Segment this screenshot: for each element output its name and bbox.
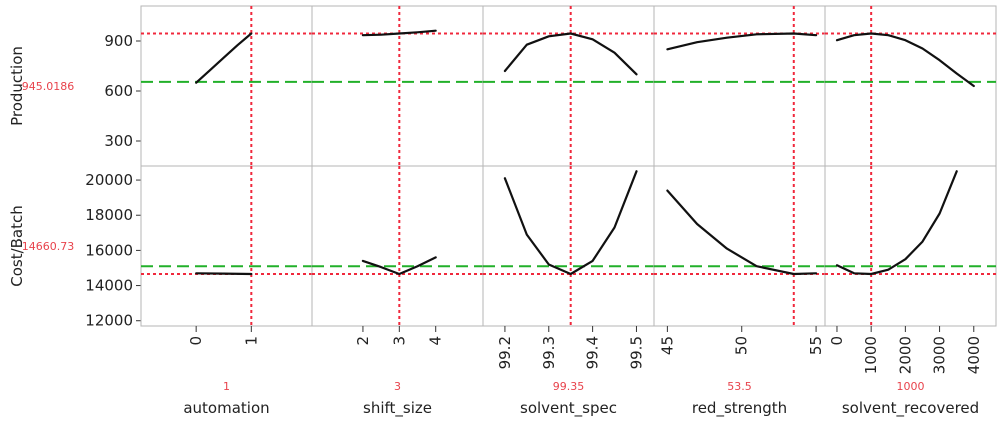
x-axis-label: automation bbox=[183, 399, 269, 417]
profile-curve bbox=[195, 272, 253, 276]
y-tick-label: 16000 bbox=[85, 241, 133, 259]
profile-curve bbox=[835, 32, 975, 88]
profile-panel bbox=[311, 5, 484, 167]
x-tick-label: 1000 bbox=[862, 336, 880, 374]
x-current-value: 99.35 bbox=[553, 380, 585, 393]
profile-curve bbox=[835, 170, 958, 276]
x-tick-label: 99.2 bbox=[496, 336, 514, 369]
profile-curve bbox=[666, 32, 818, 51]
profile-curve bbox=[666, 189, 818, 276]
x-tick-label: 55 bbox=[807, 336, 825, 355]
x-tick-label: 2 bbox=[354, 336, 372, 346]
x-tick-label: 4 bbox=[427, 336, 445, 346]
profile-panel bbox=[653, 5, 826, 167]
x-tick-label: 3000 bbox=[931, 336, 949, 374]
y-tick-label: 14000 bbox=[85, 277, 133, 295]
y-tick-label: 900 bbox=[104, 32, 133, 50]
x-current-value: 3 bbox=[394, 380, 401, 393]
x-tick-label: 2000 bbox=[896, 336, 914, 374]
y-tick-label: 18000 bbox=[85, 206, 133, 224]
profile-panel bbox=[824, 165, 997, 327]
profile-curve bbox=[361, 29, 437, 37]
x-tick-label: 1 bbox=[242, 336, 260, 346]
x-tick-label: 3 bbox=[390, 336, 408, 346]
profile-curve bbox=[503, 170, 638, 276]
x-axis-label: solvent_spec bbox=[520, 399, 617, 418]
x-axis-label: shift_size bbox=[363, 399, 432, 418]
profile-panel bbox=[653, 165, 826, 327]
x-current-value: 53.5 bbox=[727, 380, 752, 393]
x-current-value: 1000 bbox=[897, 380, 925, 393]
x-axis-label: solvent_recovered bbox=[842, 399, 979, 418]
profile-panel bbox=[140, 165, 313, 327]
profile-curve bbox=[195, 32, 253, 84]
y-axis-label: Cost/Batch bbox=[8, 205, 26, 287]
x-axis-label: red_strength bbox=[692, 399, 787, 418]
y-tick-label: 600 bbox=[104, 82, 133, 100]
profile-panel bbox=[824, 5, 997, 167]
x-tick-label: 0 bbox=[187, 336, 205, 346]
y-axis-label: Production bbox=[8, 46, 26, 126]
x-tick-label: 50 bbox=[733, 336, 751, 355]
x-tick-label: 99.4 bbox=[584, 336, 602, 369]
profile-panel bbox=[140, 5, 313, 167]
profile-panel bbox=[482, 5, 655, 167]
y-tick-label: 12000 bbox=[85, 312, 133, 330]
x-tick-label: 99.3 bbox=[540, 336, 558, 369]
profile-panel bbox=[311, 165, 484, 327]
profile-curve bbox=[503, 32, 638, 76]
x-tick-label: 0 bbox=[828, 336, 846, 346]
x-tick-label: 45 bbox=[658, 336, 676, 355]
y-current-value: 945.0186 bbox=[22, 80, 75, 93]
x-tick-label: 99.5 bbox=[627, 336, 645, 369]
x-tick-label: 4000 bbox=[965, 336, 983, 374]
y-tick-label: 300 bbox=[104, 132, 133, 150]
y-tick-label: 20000 bbox=[85, 171, 133, 189]
profile-curve bbox=[361, 256, 437, 276]
y-current-value: 14660.73 bbox=[22, 240, 75, 253]
x-current-value: 1 bbox=[223, 380, 230, 393]
